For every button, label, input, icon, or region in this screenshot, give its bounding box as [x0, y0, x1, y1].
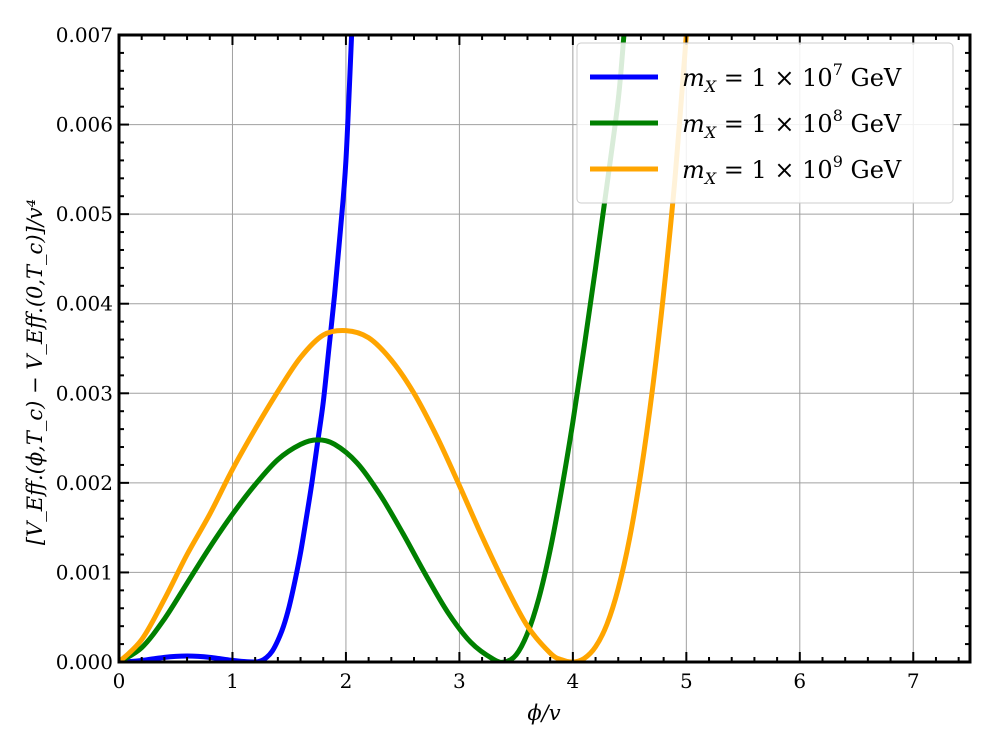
legend-label-1: mX = 1 × 107 GeV: [682, 60, 902, 96]
y-tick-label: 0.006: [56, 113, 113, 137]
y-axis-label: [V_Eff.(ϕ,T_c) − V_Eff.(0,T_c)]/v⁴: [23, 199, 47, 545]
x-tick-label: 3: [453, 669, 466, 693]
x-tick-label: 7: [907, 669, 920, 693]
x-tick-label: 0: [113, 669, 126, 693]
legend: mX = 1 × 107 GeV mX = 1 × 108 GeV mX = 1 ×…: [576, 42, 954, 204]
series-line-1: [119, 35, 355, 662]
series-line-2: [119, 35, 627, 662]
legend-label-2: mX = 1 × 108 GeV: [682, 106, 902, 142]
x-tick-label: 5: [680, 669, 693, 693]
x-tick-label: 6: [793, 669, 806, 693]
y-tick-label: 0.002: [56, 471, 113, 495]
legend-box: [576, 42, 954, 204]
legend-label-3: mX = 1 × 109 GeV: [682, 152, 902, 188]
y-tick-label: 0.004: [56, 292, 113, 316]
ticks: [118, 34, 970, 663]
x-tick-label: 1: [226, 669, 239, 693]
series-line-3: [119, 35, 689, 662]
y-tick-label: 0.007: [56, 23, 113, 47]
x-axis-label: ϕ/v: [527, 701, 560, 725]
tick-labels: 0 1 2 3 4 5 6 7 0.000 0.001 0.002 0.003 0.004 0.005 0.…: [56, 23, 920, 693]
y-tick-label: 0.005: [56, 202, 113, 226]
y-tick-label: 0.001: [56, 560, 113, 584]
x-tick-label: 2: [340, 669, 353, 693]
y-tick-label: 0.003: [56, 381, 113, 405]
y-tick-label: 0.000: [56, 650, 113, 674]
plot-frame: [117, 33, 972, 664]
x-tick-label: 4: [566, 669, 579, 693]
series-group: [119, 35, 689, 662]
